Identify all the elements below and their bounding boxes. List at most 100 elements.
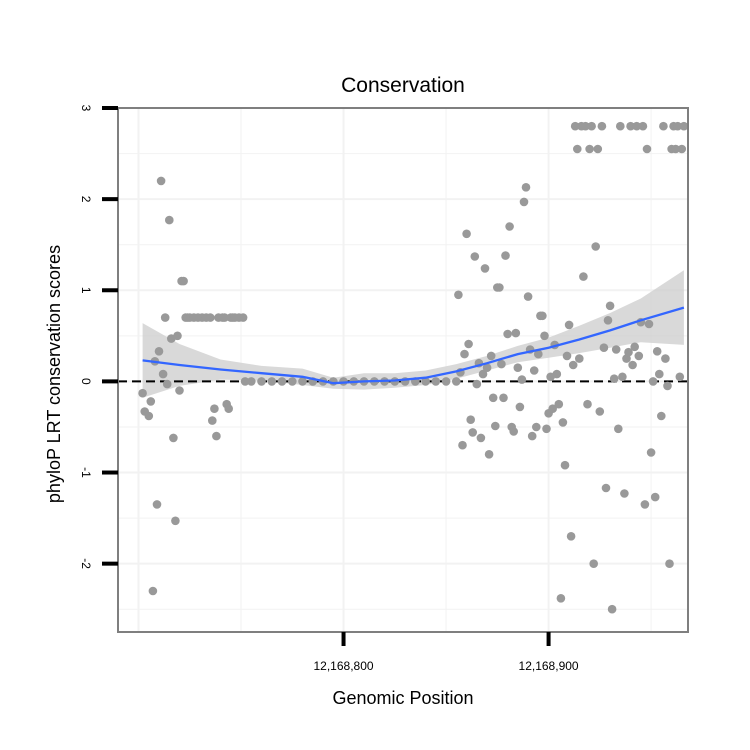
- data-point: [607, 604, 617, 614]
- data-points: [138, 121, 689, 614]
- data-point: [562, 351, 572, 361]
- data-point: [238, 313, 248, 322]
- data-point: [556, 594, 566, 603]
- data-point: [642, 144, 652, 154]
- y-axis: -2 -1 0 1 2 3: [79, 105, 118, 569]
- data-point: [480, 264, 490, 273]
- data-point: [579, 272, 588, 281]
- data-point: [267, 377, 277, 386]
- data-point: [677, 144, 687, 154]
- data-point: [548, 404, 557, 414]
- data-point: [491, 421, 500, 431]
- x-axis: 12,168,800 12,168,900: [314, 632, 579, 673]
- data-point: [638, 121, 648, 131]
- data-point: [454, 290, 463, 300]
- data-point: [146, 397, 156, 406]
- data-point: [655, 369, 664, 379]
- data-point: [532, 422, 541, 432]
- data-point: [421, 377, 430, 386]
- data-point: [470, 252, 480, 261]
- data-point: [277, 377, 287, 386]
- data-point: [206, 313, 215, 322]
- data-point: [138, 388, 147, 398]
- data-point: [224, 404, 233, 414]
- data-point: [523, 292, 533, 301]
- data-point: [247, 377, 256, 386]
- data-point: [573, 144, 582, 154]
- data-point: [210, 404, 219, 414]
- data-point: [593, 144, 603, 154]
- data-point: [646, 448, 656, 457]
- data-point: [154, 347, 164, 356]
- data-point: [476, 433, 486, 443]
- data-point: [501, 251, 510, 260]
- data-point: [657, 411, 666, 421]
- data-point: [595, 407, 605, 416]
- data-point: [452, 377, 461, 386]
- y-tick-label: -2: [79, 558, 93, 569]
- data-point: [257, 377, 266, 386]
- data-point: [538, 311, 547, 321]
- data-point: [148, 586, 158, 596]
- data-point: [517, 375, 527, 384]
- data-point: [661, 354, 670, 363]
- y-axis-title: phyloP LRT conservation scores: [44, 245, 64, 503]
- data-point: [632, 121, 641, 131]
- data-point: [220, 313, 229, 322]
- data-point: [464, 339, 473, 349]
- data-point: [640, 500, 650, 509]
- plot-frame: [117, 107, 689, 633]
- data-point: [605, 301, 615, 311]
- y-tick-label: 1: [79, 287, 93, 294]
- data-point: [648, 377, 658, 386]
- data-point: [673, 121, 682, 131]
- data-point: [158, 369, 168, 379]
- data-point: [482, 363, 492, 373]
- data-point: [441, 377, 451, 386]
- data-point: [208, 416, 217, 425]
- data-point: [650, 492, 660, 502]
- data-point: [173, 331, 182, 341]
- data-point: [671, 144, 680, 154]
- data-point: [644, 319, 654, 329]
- data-point: [566, 532, 576, 541]
- data-point: [628, 360, 637, 370]
- data-point: [169, 433, 178, 443]
- data-point: [587, 121, 596, 131]
- smooth-trend-line: [142, 306, 685, 385]
- data-point: [601, 483, 611, 493]
- data-point: [499, 393, 508, 403]
- data-point: [616, 121, 625, 131]
- data-point: [630, 342, 639, 352]
- data-point: [515, 402, 525, 412]
- data-point: [240, 377, 250, 386]
- data-point: [585, 144, 594, 154]
- data-point: [534, 349, 543, 359]
- data-point: [488, 393, 498, 403]
- data-point: [591, 242, 600, 251]
- data-point: [659, 121, 668, 131]
- chart-title: Conservation: [341, 74, 465, 97]
- y-tick-label: 3: [79, 105, 93, 112]
- data-point: [171, 516, 180, 526]
- data-point: [513, 363, 523, 373]
- y-tick-label: 2: [79, 196, 93, 203]
- data-point: [624, 347, 633, 357]
- data-point: [431, 377, 441, 386]
- data-point: [599, 343, 609, 353]
- data-point: [626, 121, 635, 131]
- data-point: [560, 460, 570, 470]
- data-point: [478, 369, 488, 379]
- y-tick-label: 0: [79, 378, 93, 385]
- data-point: [583, 399, 592, 409]
- data-point: [468, 428, 478, 437]
- data-point: [160, 313, 170, 322]
- data-point: [634, 351, 644, 361]
- data-point: [484, 450, 494, 459]
- data-point: [542, 424, 551, 434]
- data-point: [152, 500, 162, 509]
- data-point: [529, 366, 539, 375]
- data-point: [527, 431, 537, 441]
- data-point: [288, 377, 297, 386]
